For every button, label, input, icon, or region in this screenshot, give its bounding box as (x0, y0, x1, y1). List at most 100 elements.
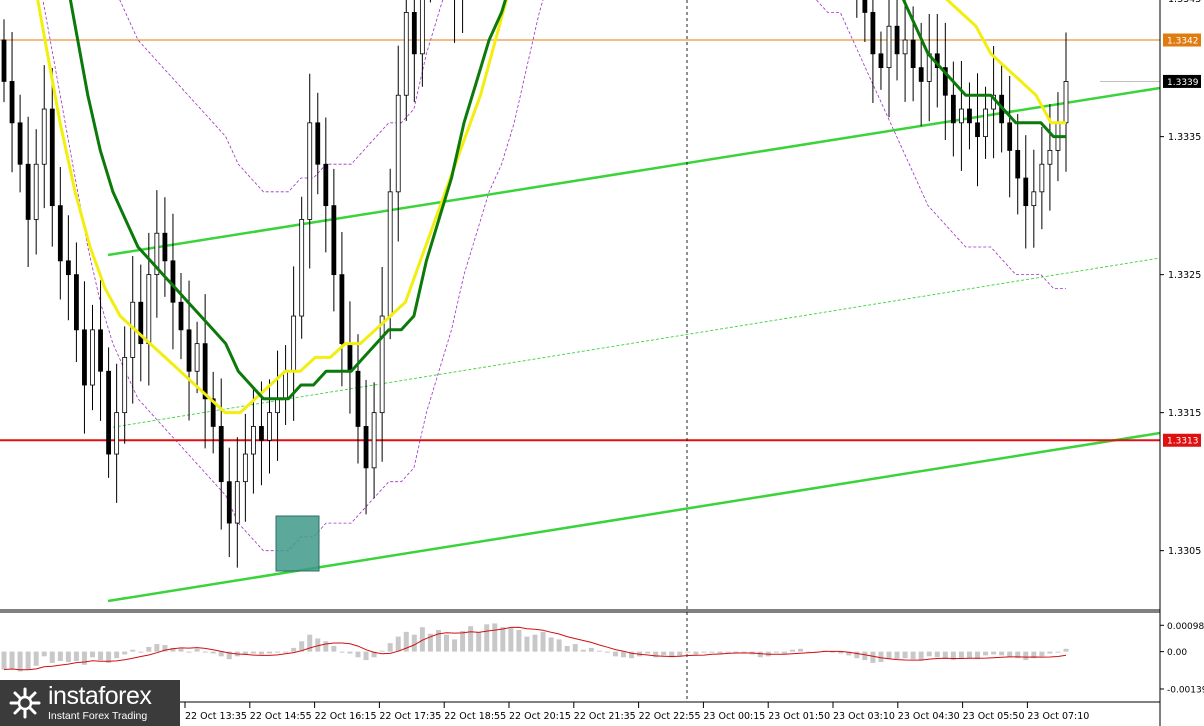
main-panel (0, 0, 1160, 702)
histogram-bar (484, 624, 490, 652)
moving-average-fast (68, 0, 1066, 401)
histogram-bar (966, 651, 972, 659)
histogram-bar (669, 651, 675, 658)
time-axis: 22 Oct 13:35 22 Oct 14:55 22 Oct 16:15 22 O… (184, 702, 1089, 722)
candle (242, 413, 248, 522)
histogram-bar (355, 651, 361, 658)
histogram-bar (90, 651, 95, 658)
histogram-bar (725, 651, 731, 653)
histogram-bar (950, 651, 956, 661)
histogram-bar (17, 651, 23, 672)
histogram-bar (1, 651, 7, 670)
histogram-bar (862, 651, 868, 661)
histogram-bar (757, 651, 763, 658)
histogram-bar (878, 651, 884, 662)
histogram-bar (106, 651, 112, 663)
histogram-bar (621, 651, 626, 658)
histogram-bar (540, 631, 546, 652)
candle (65, 215, 71, 321)
time-tick-label: 22 Oct 14:55 (250, 711, 312, 722)
histogram-bar (942, 651, 948, 659)
histogram-bar (98, 651, 104, 661)
current-price-tag: 1.3339 (1167, 78, 1199, 88)
candle (959, 60, 964, 171)
histogram-bar (572, 644, 578, 652)
histogram-bar (894, 651, 900, 660)
histogram-bar (307, 634, 313, 652)
candle (25, 116, 31, 267)
oscillator-panel (1, 623, 1069, 672)
histogram-bar (387, 643, 393, 652)
candle (267, 379, 272, 474)
histogram-bar (476, 631, 482, 652)
histogram-bar (299, 641, 305, 652)
histogram-bar (773, 651, 779, 653)
price-levels (0, 39, 1160, 442)
histogram-bar (25, 651, 31, 670)
histogram-bar (444, 634, 449, 652)
histogram-bar (661, 651, 667, 656)
histogram-bar (452, 639, 458, 652)
time-tick-label: 23 Oct 04:30 (898, 711, 960, 722)
histogram-bar (789, 649, 795, 652)
histogram-bar (315, 638, 321, 652)
histogram-bar (202, 651, 208, 653)
histogram-bar (65, 651, 71, 662)
histogram-bar (918, 651, 924, 661)
histogram-bar (291, 647, 297, 652)
histogram-bar (685, 651, 691, 653)
oscillator-tick-label: 0.00 (1167, 648, 1187, 658)
time-tick-label: 23 Oct 03:10 (833, 711, 895, 722)
candle (371, 382, 377, 499)
histogram-bar (846, 651, 852, 656)
histogram-bar (500, 627, 506, 652)
candlesticks (1, 0, 1069, 568)
level-tag-2: 1.3313 (1167, 437, 1199, 447)
histogram-bar (492, 623, 498, 652)
histogram-bar (556, 639, 562, 652)
histogram-bar (1047, 651, 1053, 654)
candle (218, 378, 224, 530)
histogram-bar (33, 651, 39, 666)
price-tick-label: 1.3335 (1168, 132, 1201, 143)
candle (323, 117, 329, 253)
histogram-bar (701, 651, 707, 653)
lower-band (42, 0, 1066, 552)
candle (975, 73, 980, 187)
histogram-bar (170, 647, 176, 652)
last-price-tag: 1.3342 (1167, 37, 1199, 47)
histogram-bar (958, 651, 964, 659)
candle (331, 168, 337, 312)
histogram-bar (532, 634, 538, 652)
histogram-bar (653, 651, 659, 658)
candle (395, 45, 401, 242)
candle (403, 0, 409, 122)
price-tick-label: 1.3315 (1168, 408, 1201, 419)
time-tick-label: 22 Oct 20:15 (509, 711, 571, 722)
histogram-bar (218, 651, 224, 657)
candle (57, 167, 63, 300)
candle (194, 321, 200, 394)
histogram-bar (902, 651, 908, 659)
candle (870, 0, 876, 104)
histogram-bar (999, 651, 1005, 656)
time-tick-label: 23 Oct 05:50 (963, 711, 1025, 722)
histogram-bar (250, 651, 256, 654)
histogram-bar (717, 651, 723, 654)
candle (419, 0, 425, 87)
candle (49, 68, 55, 247)
histogram-bar (363, 651, 369, 661)
histogram-bar (41, 651, 47, 657)
histogram-bar (468, 626, 474, 652)
histogram-bar (548, 637, 554, 652)
histogram-bar (130, 649, 136, 652)
candle (154, 190, 160, 318)
time-tick-label: 22 Oct 17:35 (379, 711, 441, 722)
histogram-bar (596, 650, 602, 652)
candle (106, 347, 111, 478)
time-tick-label: 22 Oct 13:35 (185, 711, 247, 722)
histogram-bar (267, 651, 272, 654)
histogram-bar (81, 651, 87, 665)
last-price-tag-bg (1163, 33, 1201, 47)
histogram-bar (934, 651, 940, 658)
